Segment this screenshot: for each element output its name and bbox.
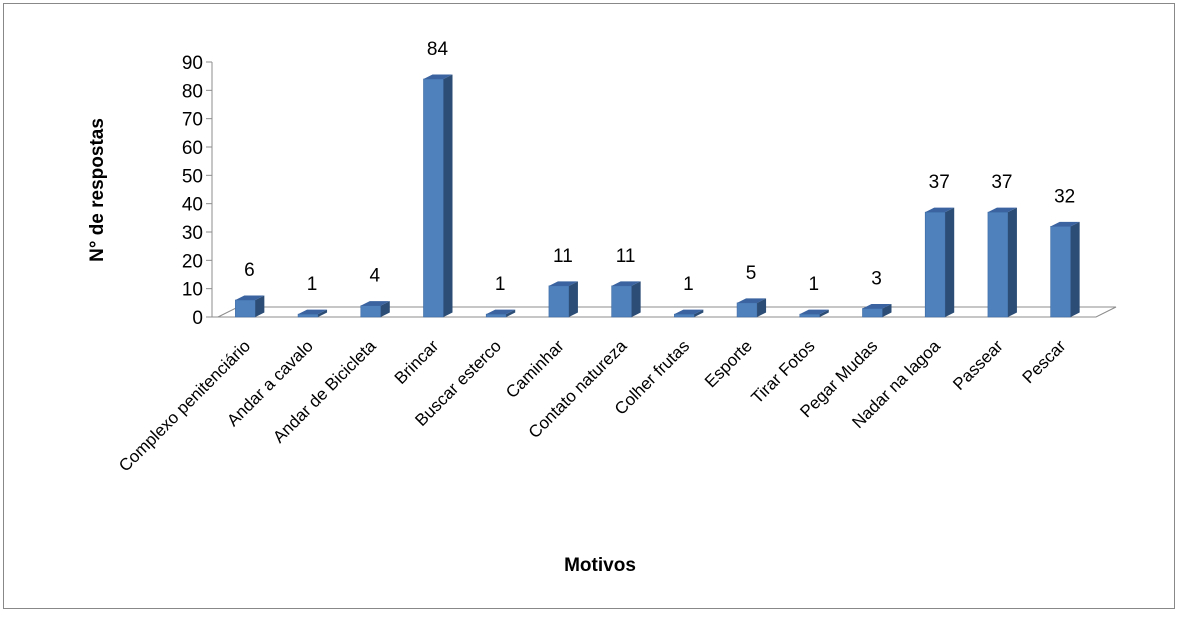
bar-top <box>235 295 265 300</box>
bar-top <box>925 207 955 213</box>
bar-side <box>882 304 892 317</box>
bar-side <box>255 295 265 317</box>
data-label: 4 <box>369 266 380 287</box>
bar-side <box>945 207 955 317</box>
y-tick-label: 0 <box>192 308 203 329</box>
data-label: 1 <box>495 274 506 295</box>
bar-front <box>485 313 507 318</box>
bar-top <box>360 301 390 306</box>
bar-front <box>799 313 821 318</box>
y-axis-title: N° de respostas <box>87 118 108 262</box>
bar-front <box>360 305 382 318</box>
data-label: 3 <box>871 269 882 290</box>
data-label: 37 <box>929 172 950 193</box>
bar-side <box>819 309 829 317</box>
data-label: 11 <box>553 246 573 267</box>
y-tick-label: 30 <box>182 223 203 244</box>
bar-side <box>1070 221 1080 317</box>
chart-border <box>3 3 1175 609</box>
x-axis-title: Motivos <box>564 555 636 576</box>
bar <box>799 309 829 318</box>
data-label: 6 <box>244 260 255 281</box>
bar-side <box>1007 207 1017 317</box>
data-label: 1 <box>683 274 694 295</box>
bar-front <box>423 78 444 318</box>
y-tick-label: 90 <box>182 53 203 74</box>
data-label: 37 <box>991 172 1012 193</box>
bar-top <box>862 304 892 309</box>
bar-front <box>987 211 1009 318</box>
bar-top <box>737 298 767 303</box>
bar-front <box>611 285 632 318</box>
bar <box>235 295 265 318</box>
bar-top <box>799 309 829 315</box>
y-tick-label: 60 <box>182 138 203 159</box>
data-label: 84 <box>427 39 449 60</box>
y-tick-label: 50 <box>182 166 203 187</box>
bars <box>235 74 1080 318</box>
chart-floor <box>217 306 1117 318</box>
bar-side <box>443 74 453 317</box>
data-label: 32 <box>1054 186 1075 207</box>
y-tick-label: 70 <box>182 110 203 131</box>
bar-front <box>736 302 758 318</box>
bar-top <box>548 281 578 286</box>
bar-top <box>486 309 516 315</box>
bar-front <box>1050 226 1071 318</box>
bar-front <box>548 285 570 318</box>
data-label: 11 <box>616 246 636 267</box>
bar-side <box>380 301 390 317</box>
bar-front <box>235 299 256 318</box>
y-tick-label: 80 <box>182 81 203 102</box>
bar-side <box>631 281 641 317</box>
bar-top <box>298 309 328 315</box>
bar <box>674 309 704 318</box>
y-tick-label: 20 <box>182 251 203 272</box>
data-label: 1 <box>307 274 318 295</box>
bar-side <box>757 298 767 317</box>
y-tick-label: 10 <box>182 280 203 301</box>
bar <box>1050 221 1080 318</box>
bar-top <box>987 207 1017 213</box>
bar-side <box>506 309 516 317</box>
bar-side <box>694 309 704 317</box>
bar <box>862 304 892 318</box>
bar-top <box>1050 221 1080 227</box>
data-label: 1 <box>808 274 819 295</box>
bar-front <box>297 313 319 318</box>
bar-top <box>674 309 704 315</box>
bar-front <box>862 308 883 318</box>
bar <box>987 207 1017 318</box>
y-tick-label: 40 <box>182 195 203 216</box>
bar <box>485 309 516 318</box>
bar <box>736 298 767 318</box>
bar <box>297 309 328 318</box>
bar <box>360 301 390 318</box>
bar-side <box>568 281 578 317</box>
bar <box>611 281 641 318</box>
bar <box>924 207 955 318</box>
bar-front <box>924 211 946 318</box>
bar-side <box>318 309 328 317</box>
bar-front <box>674 313 695 318</box>
bar-top <box>423 74 453 79</box>
data-label: 5 <box>746 263 757 284</box>
bar <box>548 281 578 318</box>
bar <box>423 74 453 318</box>
bar-top <box>611 281 641 286</box>
